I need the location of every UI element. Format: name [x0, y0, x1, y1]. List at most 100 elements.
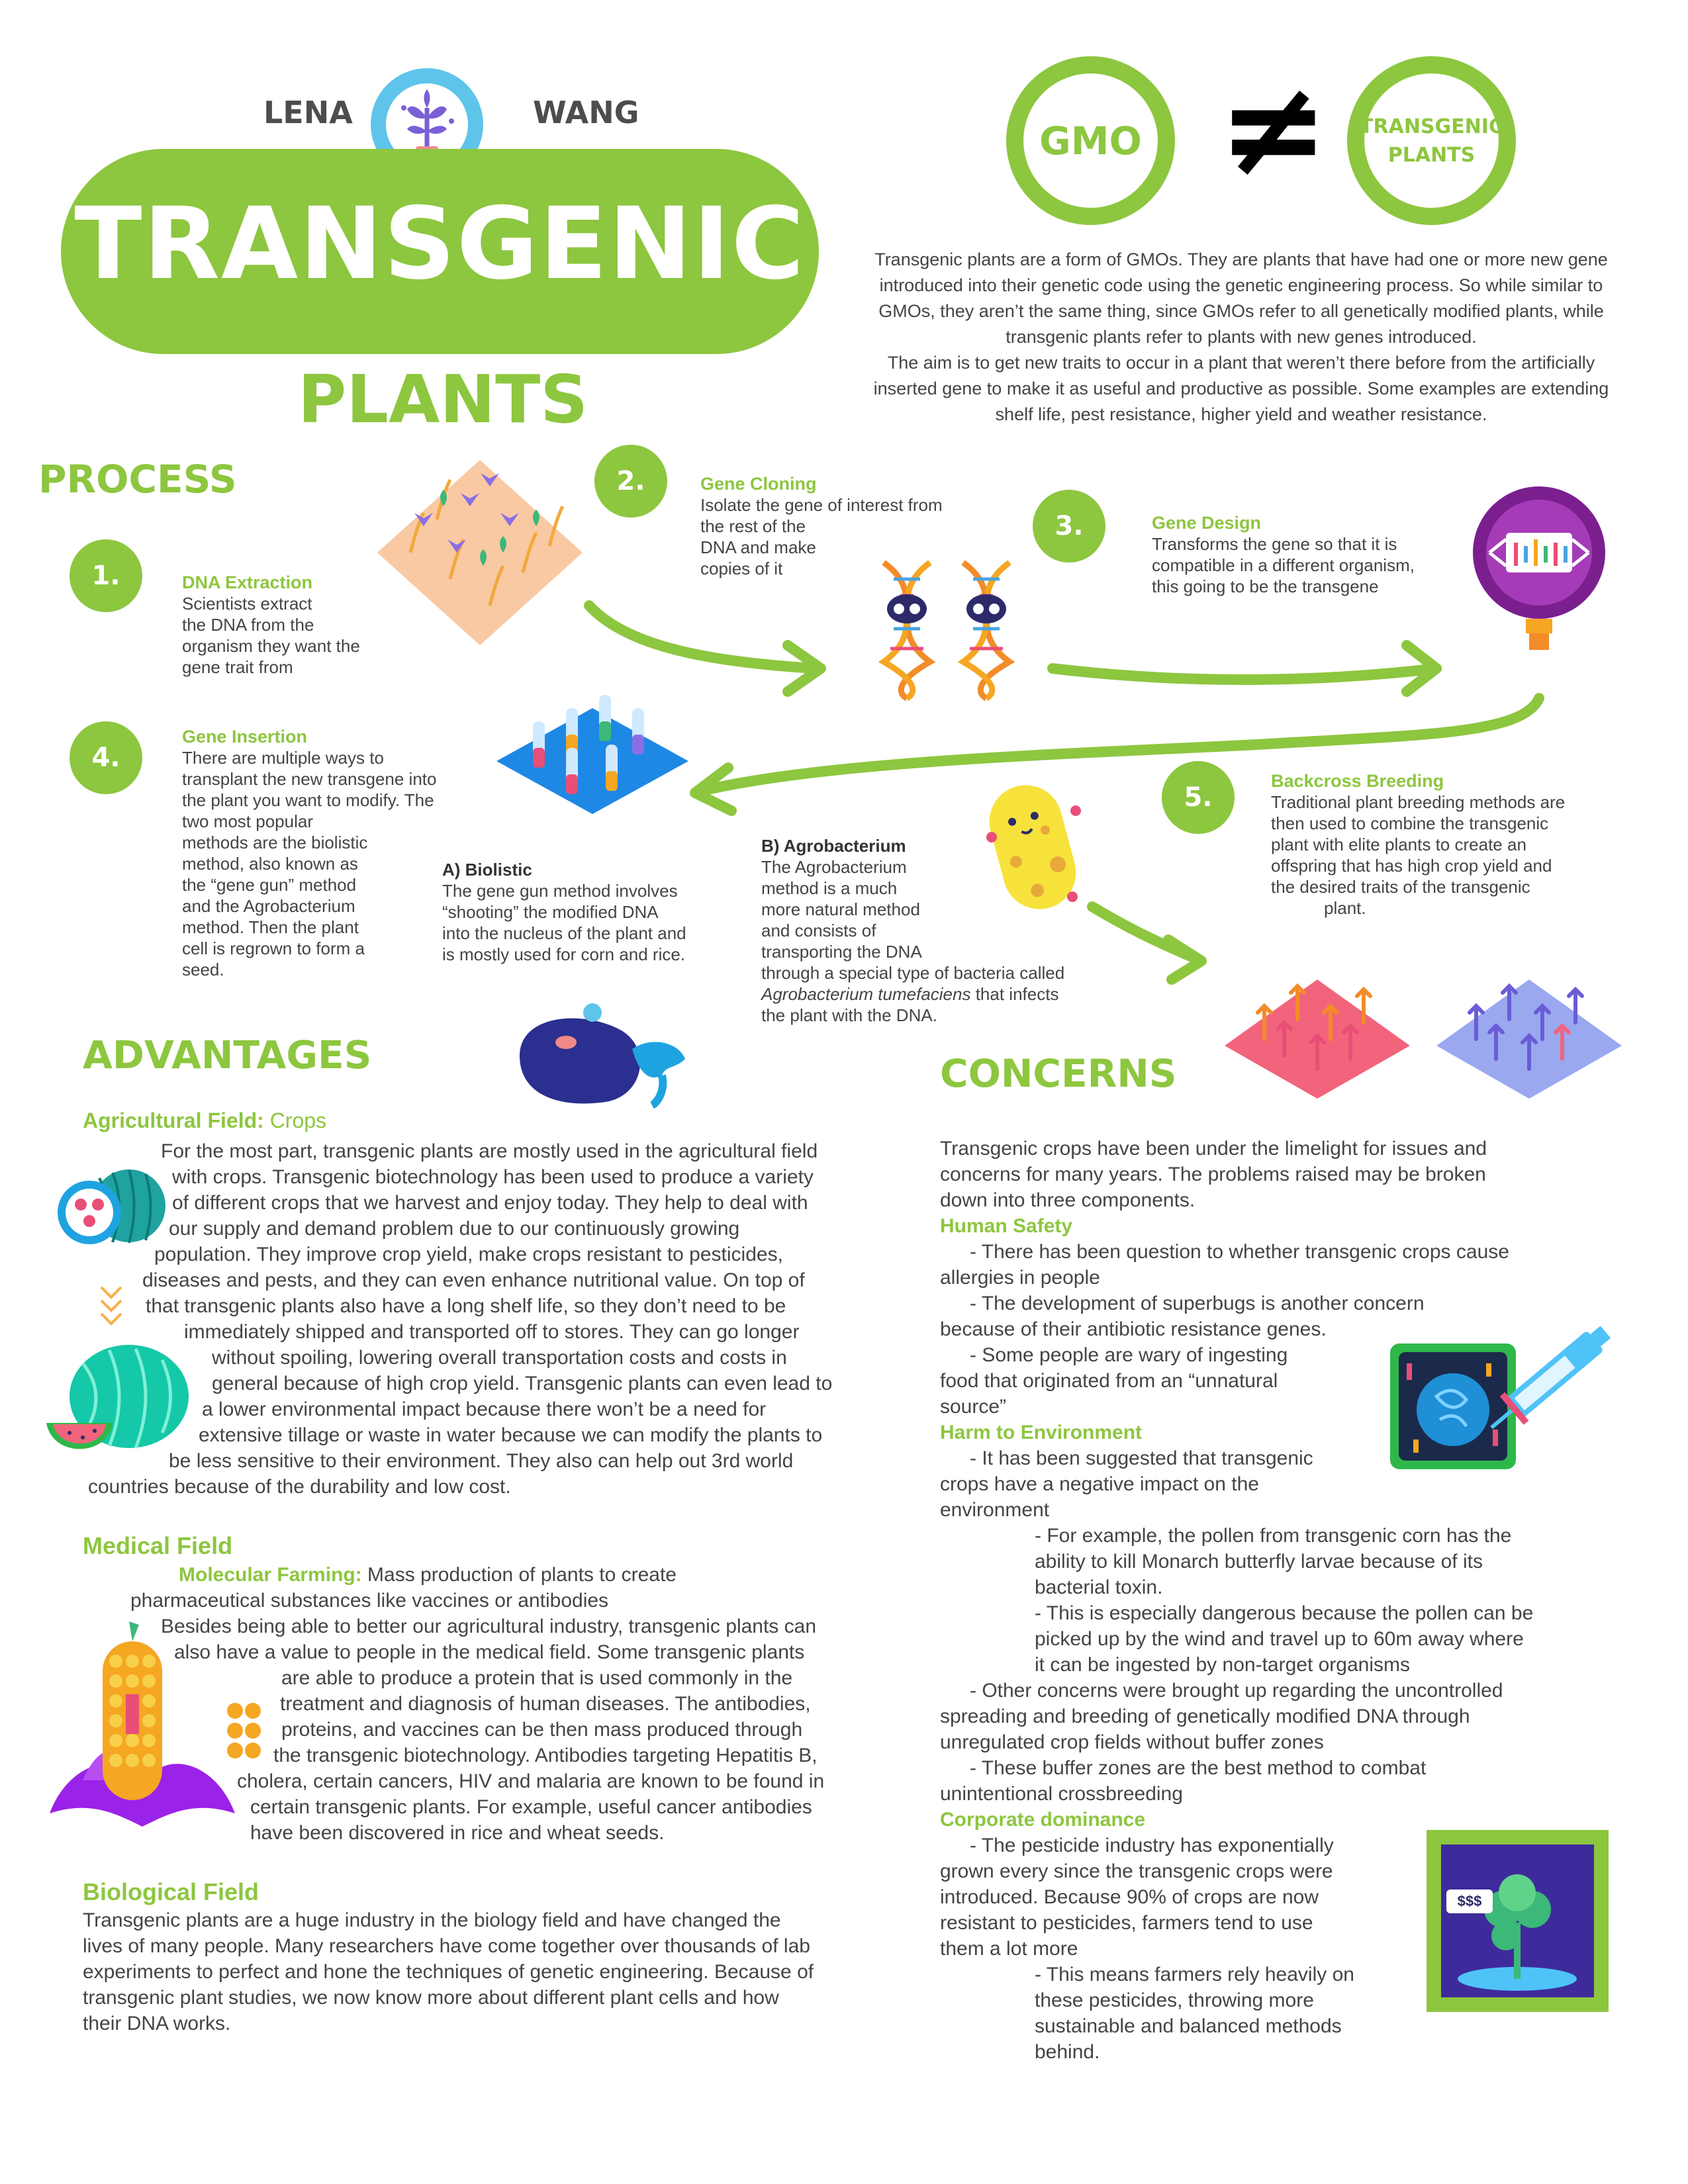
concern-line: source”: [940, 1396, 1007, 1418]
step-line: the DNA from the: [182, 615, 314, 635]
concern-line: - There has been question to whether tra…: [970, 1241, 1509, 1263]
intro-line: inserted gene to make it as useful and p…: [873, 379, 1609, 398]
medical-title: Medical Field: [83, 1532, 233, 1559]
step-line: There are multiple ways to: [182, 748, 384, 768]
step-line: more natural method: [761, 899, 920, 919]
step-3-number: 3.: [1033, 490, 1105, 563]
money-label: $$$: [1458, 1893, 1482, 1909]
step-1-title: DNA Extraction: [182, 572, 313, 592]
biological-paragraph: Transgenic plants are a huge industry in…: [83, 1907, 890, 2036]
agricultural-paragraph: For the most part, transgenic plants are…: [83, 1138, 890, 1500]
concern-line: because of their antibiotic resistance g…: [940, 1318, 1327, 1340]
step-line: is mostly used for corn and rice.: [442, 944, 686, 964]
transgenic-plants-circle: TRANSGENIC PLANTS: [1347, 56, 1516, 225]
agri-line: extensive tillage or waste in water beca…: [199, 1424, 823, 1446]
agricultural-title: Agricultural Field: Crops: [83, 1109, 326, 1133]
step-5-text: Backcross Breeding Traditional plant bre…: [1271, 771, 1615, 919]
step-line: The gene gun method involves: [442, 881, 678, 901]
agri-line: a lower environmental impact because the…: [202, 1398, 767, 1420]
step-4-text: Gene Insertion There are multiple ways t…: [182, 727, 473, 980]
agri-line: For the most part, transgenic plants are…: [161, 1140, 818, 1162]
bio-line: transgenic plant studies, we now know mo…: [83, 1987, 779, 2009]
med-line: are able to produce a protein that is us…: [281, 1667, 793, 1689]
agri-line: general because of high crop yield. Tran…: [212, 1373, 833, 1394]
agrobacterium-species: Agrobacterium tumefaciens: [761, 984, 971, 1004]
concern-line: introduced. Because 90% of crops are now: [940, 1886, 1319, 1908]
step-line: method, also known as: [182, 854, 358, 874]
step-2-title: Gene Cloning: [700, 474, 817, 494]
concern-line: - For example, the pollen from transgeni…: [1035, 1525, 1512, 1547]
step-1-number: 1.: [70, 539, 142, 612]
garden-icon: [371, 447, 589, 645]
molecular-farming-text: Mass production of plants to create: [361, 1564, 677, 1586]
agri-line: that transgenic plants also have a long …: [146, 1295, 786, 1317]
step-1-text: DNA Extraction Scientists extract the DN…: [182, 572, 400, 678]
biological-title: Biological Field: [83, 1878, 259, 1905]
step-line: and the Agrobacterium: [182, 896, 355, 916]
bio-line: Transgenic plants are a huge industry in…: [83, 1909, 781, 1931]
step-line: copies of it: [700, 559, 783, 578]
step-line: plant with elite plants to create an: [1271, 835, 1526, 854]
step-line: transplant the new transgene into: [182, 769, 437, 789]
step-line: through a special type of bacteria calle…: [761, 963, 1065, 983]
agri-line: without spoiling, lowering overall trans…: [212, 1347, 787, 1369]
concern-line: it can be ingested by non-target organis…: [1035, 1654, 1410, 1676]
step-line: Transforms the gene so that it is: [1152, 534, 1397, 554]
concern-line: - This is especially dangerous because t…: [1035, 1602, 1534, 1624]
agrobacterium-title: B) Agrobacterium: [761, 836, 906, 856]
concern-line: crops have a negative impact on the: [940, 1473, 1259, 1495]
human-safety-title: Human Safety: [940, 1215, 1073, 1237]
step-line: The Agrobacterium: [761, 857, 907, 877]
concern-line: - This means farmers rely heavily on: [1035, 1964, 1354, 1985]
step-line: and consists of: [761, 921, 876, 940]
step-line: plant.: [1324, 898, 1366, 918]
med-line: also have a value to people in the medic…: [174, 1641, 805, 1663]
intro-line: The aim is to get new traits to occur in…: [887, 353, 1595, 373]
step-line: this going to be the transgene: [1152, 576, 1379, 596]
author-first-name: LENA: [263, 95, 353, 130]
step-4-number: 4.: [70, 721, 142, 794]
transgenic-label: TRANSGENIC: [1360, 114, 1503, 138]
step-line: method is a much: [761, 878, 898, 898]
concern-line: environment: [940, 1499, 1050, 1521]
agri-line: be less sensitive to their environment. …: [169, 1450, 794, 1472]
title-banner: [61, 149, 819, 354]
concern-line: ability to kill Monarch butterfly larvae…: [1035, 1551, 1483, 1572]
corporate-title: Corporate dominance: [940, 1809, 1146, 1831]
step-line: the plant you want to modify. The: [182, 790, 434, 810]
concerns-body: Transgenic crops have been under the lim…: [940, 1136, 1635, 2065]
concerns-heading: CONCERNS: [940, 1051, 1177, 1096]
fruit-icon: [53, 1165, 165, 1251]
concern-line: - These buffer zones are the best method…: [970, 1757, 1427, 1779]
concern-line: - The development of superbugs is anothe…: [970, 1293, 1425, 1314]
step-line: methods are the biolistic: [182, 833, 368, 852]
step-line: compatible in a different organism,: [1152, 555, 1415, 575]
agrobacterium-text: B) Agrobacterium The Agrobacterium metho…: [761, 835, 1132, 1026]
concern-line: - It has been suggested that transgenic: [970, 1447, 1313, 1469]
med-line: have been discovered in rice and wheat s…: [250, 1822, 665, 1844]
intro-line: GMOs, they aren’t the same thing, since …: [878, 301, 1604, 321]
concern-line: these pesticides, throwing more: [1035, 1989, 1314, 2011]
step-line: transporting the DNA: [761, 942, 922, 962]
concern-line: behind.: [1035, 2041, 1100, 2063]
concern-line: Transgenic crops have been under the lim…: [940, 1138, 1487, 1160]
advantages-heading: ADVANTAGES: [83, 1032, 372, 1077]
biolistic-text: A) Biolistic The gene gun method involve…: [442, 859, 727, 965]
agri-line: with crops. Transgenic biotechnology has…: [172, 1166, 814, 1188]
step-line: DNA and make: [700, 537, 816, 557]
crop-field-icon: [1225, 940, 1628, 1099]
corn-kernels-icon: [225, 1701, 265, 1760]
intro-paragraph: Transgenic plants are a form of GMOs. Th…: [841, 247, 1642, 428]
step-line: the “gene gun” method: [182, 875, 357, 895]
agri-line: our supply and demand problem due to our…: [169, 1218, 740, 1240]
step-line: two most popular: [182, 811, 313, 831]
step-line: the plant with the DNA.: [761, 1005, 937, 1025]
concern-line: food that originated from an “unnatural: [940, 1370, 1278, 1392]
agri-line: diseases and pests, and they can even en…: [142, 1269, 805, 1291]
page-subtitle: PLANTS: [298, 361, 588, 438]
concern-line: sustainable and balanced methods: [1035, 2015, 1342, 2037]
environment-title: Harm to Environment: [940, 1422, 1143, 1443]
dna-icon: [867, 556, 1026, 702]
molecular-farming-label: Molecular Farming:: [179, 1564, 362, 1586]
step-line: Scientists extract: [182, 594, 312, 614]
